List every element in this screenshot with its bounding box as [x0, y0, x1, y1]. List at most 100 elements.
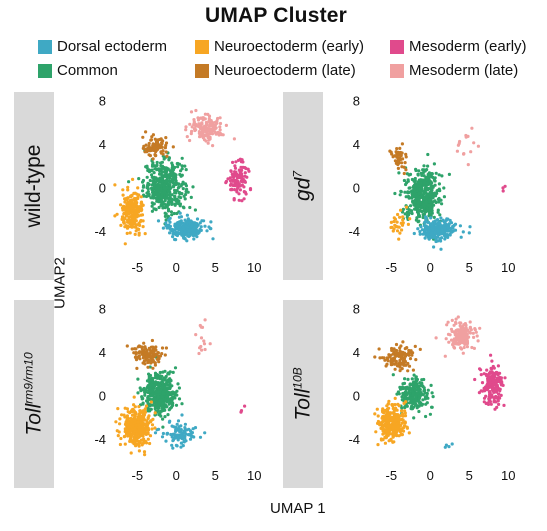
data-point	[145, 428, 149, 432]
data-point	[438, 220, 442, 224]
series-mesoderm-late-	[455, 126, 480, 167]
data-point	[240, 199, 244, 203]
data-point	[410, 389, 414, 393]
data-point	[153, 361, 157, 365]
data-point	[145, 421, 149, 425]
data-point	[146, 186, 150, 190]
strip-label: Tollrm9/rm10	[21, 352, 46, 436]
data-point	[184, 168, 188, 172]
legend: UMAP Cluster Dorsal ectoderm Common Neur…	[0, 0, 547, 92]
data-point	[233, 164, 237, 168]
data-point	[138, 425, 142, 429]
data-point	[127, 433, 131, 438]
series-dorsal-ectoderm	[412, 215, 472, 251]
data-point	[188, 122, 192, 126]
data-point	[190, 228, 194, 232]
data-point	[390, 225, 394, 229]
data-point	[446, 332, 451, 336]
data-point	[175, 422, 179, 426]
data-point	[446, 320, 450, 324]
data-point	[131, 177, 135, 181]
data-point	[442, 233, 447, 237]
data-point	[448, 218, 452, 223]
data-point	[215, 119, 219, 123]
data-point	[377, 347, 381, 351]
data-point	[127, 421, 131, 425]
data-point	[147, 375, 151, 379]
data-point	[400, 417, 404, 421]
data-point	[193, 225, 198, 229]
data-point	[449, 226, 453, 230]
data-point	[170, 424, 174, 428]
data-point	[192, 120, 196, 124]
series-common	[127, 145, 197, 228]
data-point	[408, 217, 412, 221]
data-point	[231, 160, 235, 164]
data-point	[208, 137, 212, 141]
data-point	[149, 361, 153, 365]
data-point	[122, 212, 126, 216]
data-point	[146, 384, 150, 388]
data-point	[156, 351, 160, 355]
data-point	[393, 191, 397, 196]
data-point	[137, 354, 141, 358]
data-point	[197, 130, 201, 134]
data-point	[149, 169, 154, 173]
data-point	[121, 188, 125, 192]
data-point	[503, 184, 507, 188]
data-point	[151, 345, 155, 349]
data-point	[150, 423, 155, 427]
data-point	[238, 188, 242, 192]
data-point	[179, 441, 183, 445]
data-point	[466, 163, 470, 167]
data-point	[399, 409, 404, 413]
data-point	[401, 359, 406, 363]
data-point	[403, 212, 407, 216]
data-point	[177, 191, 181, 195]
data-point	[412, 373, 416, 377]
data-point	[389, 220, 393, 224]
data-point	[442, 195, 446, 199]
data-point	[237, 175, 242, 179]
data-point	[392, 356, 396, 360]
data-point	[422, 174, 426, 178]
data-point	[143, 407, 147, 411]
data-point	[152, 196, 156, 200]
data-point	[166, 189, 170, 193]
data-point	[433, 183, 437, 187]
data-point	[436, 208, 440, 212]
data-point	[204, 122, 209, 126]
data-point	[421, 189, 425, 193]
x-tick-label: -5	[132, 260, 144, 275]
data-point	[176, 382, 180, 386]
data-point	[215, 121, 219, 125]
data-point	[439, 224, 444, 228]
data-point	[120, 413, 124, 417]
data-point	[153, 137, 157, 141]
data-point	[389, 418, 393, 422]
data-point	[143, 393, 147, 397]
data-point	[141, 135, 145, 139]
data-point	[456, 143, 460, 147]
data-point	[429, 383, 433, 387]
data-point	[137, 227, 141, 231]
data-point	[467, 231, 471, 235]
series-dorsal-ectoderm	[443, 442, 454, 449]
data-point	[443, 237, 447, 241]
data-point	[490, 367, 494, 371]
data-point	[426, 152, 430, 157]
data-point	[401, 157, 405, 161]
y-tick-label: 4	[99, 345, 106, 360]
data-point	[453, 228, 458, 232]
data-point	[398, 351, 402, 355]
data-point	[196, 118, 201, 122]
data-point	[397, 418, 401, 422]
data-point	[177, 195, 181, 199]
data-point	[113, 214, 117, 218]
data-point	[413, 388, 417, 392]
data-point	[395, 430, 399, 434]
data-point	[157, 406, 161, 410]
data-point	[161, 152, 165, 156]
data-point	[477, 391, 481, 395]
data-point	[401, 218, 405, 222]
